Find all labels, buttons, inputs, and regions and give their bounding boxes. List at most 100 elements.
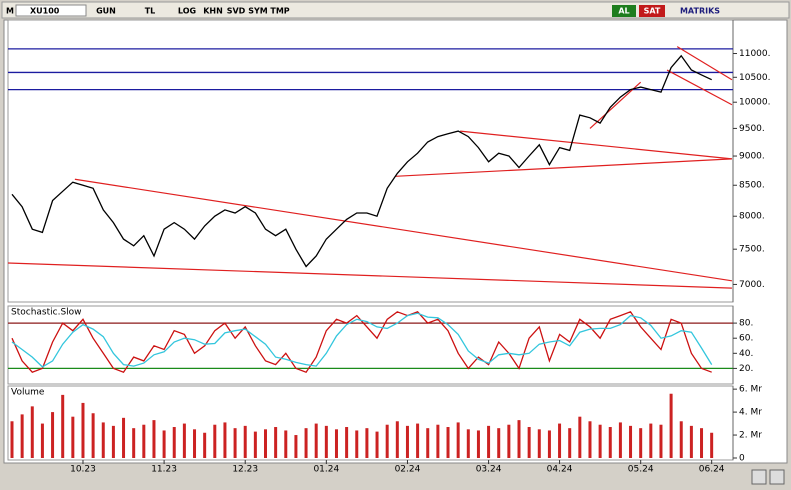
bar [132, 428, 136, 458]
x-tick-label: 04.24 [547, 465, 573, 475]
bar [355, 430, 359, 458]
bar [122, 417, 126, 458]
x-tick-label: 06.24 [699, 465, 725, 475]
bar [101, 422, 105, 458]
toolbar-button[interactable]: TL [145, 7, 156, 16]
y-tick-label: 40. [739, 349, 753, 359]
y-tick-label: 7000. [739, 280, 765, 290]
bar [243, 425, 247, 458]
bar [558, 423, 562, 458]
y-tick-label: 6. Mr [739, 385, 762, 395]
symbol[interactable]: XU100 [30, 7, 60, 16]
bar [152, 420, 156, 458]
y-tick-label: 9000. [739, 152, 765, 162]
bar [598, 424, 602, 458]
bar [264, 429, 267, 458]
panel-title: Stochastic.Slow [11, 308, 82, 318]
trend-line [666, 69, 733, 106]
bar [304, 428, 308, 458]
x-tick-label: 01.24 [313, 465, 339, 475]
buy-button[interactable]: AL [618, 7, 629, 16]
bar [203, 432, 207, 458]
toolbar-button[interactable]: KHN [203, 7, 223, 16]
bar [20, 414, 24, 458]
bar [91, 413, 95, 458]
menu[interactable]: M [6, 7, 14, 16]
bar [689, 425, 693, 458]
bar [547, 430, 551, 458]
toolbar-button[interactable]: TMP [270, 7, 289, 16]
bar [416, 423, 420, 458]
bar [497, 428, 501, 458]
bar [182, 423, 186, 458]
y-tick-label: 4. Mr [739, 408, 762, 418]
bar [700, 428, 704, 458]
trend-line [7, 262, 732, 289]
bar [385, 424, 389, 458]
toolbar-button[interactable]: GUN [96, 7, 116, 16]
brand: MATRIKS [680, 7, 720, 16]
bar [395, 421, 399, 458]
y-tick-label: 7500. [739, 245, 765, 255]
bar [517, 420, 521, 458]
y-tick-label: 60. [739, 334, 753, 344]
x-tick-label: 10.23 [70, 465, 96, 475]
bar [710, 432, 714, 458]
bar [284, 430, 288, 458]
series-line [11, 311, 712, 373]
statusbar [4, 465, 787, 487]
bar [223, 422, 227, 458]
bar [487, 425, 491, 458]
series-line [11, 54, 712, 268]
y-tick-label: 20. [739, 364, 753, 374]
y-tick-label: 8000. [739, 212, 765, 222]
bar [10, 421, 14, 458]
bar [527, 427, 531, 458]
bar [588, 421, 592, 458]
bar [213, 424, 217, 458]
bar [679, 421, 683, 458]
bar [426, 428, 430, 458]
bar [405, 425, 409, 458]
toolbar-button[interactable]: LOG [178, 7, 196, 16]
bar [51, 412, 55, 458]
symbol-box[interactable] [15, 4, 87, 17]
x-tick-label: 11.23 [151, 465, 177, 475]
scroll-button[interactable] [751, 469, 767, 485]
y-tick-label: 11000. [739, 49, 771, 59]
series-line [11, 312, 713, 368]
y-tick-label: 10500. [739, 73, 771, 83]
bar [30, 406, 34, 458]
bar [476, 430, 480, 458]
trend-line [460, 130, 733, 160]
bar [40, 423, 44, 458]
buy-bg[interactable] [612, 5, 636, 17]
panel-title: Volume [11, 388, 45, 398]
bar [568, 428, 572, 458]
scroll-button[interactable] [769, 469, 785, 485]
sell-bg[interactable] [639, 5, 665, 17]
x-tick-label: 03.24 [476, 465, 502, 475]
bar [345, 427, 349, 458]
x-tick-label: 12.23 [232, 465, 258, 475]
bar [274, 427, 278, 458]
toolbar-button[interactable]: SVD [227, 7, 246, 16]
bar [669, 393, 673, 458]
toolbar-button[interactable]: SYM [248, 7, 268, 16]
bar [659, 424, 663, 458]
sell-button[interactable]: SAT [644, 7, 661, 16]
bar [466, 429, 470, 458]
trend-line [395, 158, 732, 177]
bar [649, 423, 653, 458]
y-tick-label: 2. Mr [739, 431, 762, 441]
bar [111, 425, 115, 458]
bar [639, 428, 643, 458]
bar [162, 430, 166, 458]
toolbar [1, 1, 790, 19]
bar [324, 425, 328, 458]
chart-area [3, 19, 788, 464]
y-tick-label: 8500. [739, 181, 765, 191]
bar [61, 394, 65, 458]
trend-line [676, 46, 733, 81]
